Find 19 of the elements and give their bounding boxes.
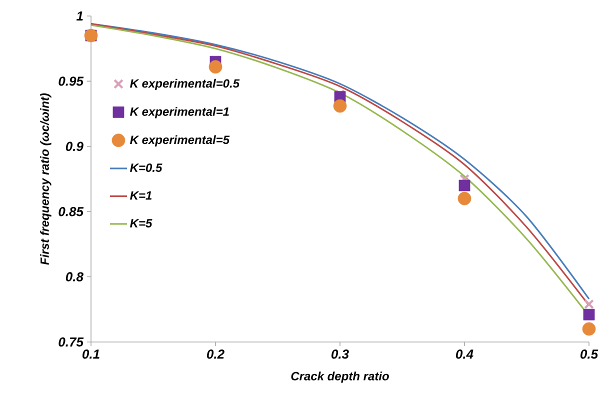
x-tick-label: 0.2	[207, 350, 224, 359]
legend-label: K=5	[130, 219, 152, 228]
x-axis-title: Crack depth ratio	[291, 372, 389, 383]
legend-label: K=1	[130, 191, 152, 200]
y-tick-label: 0.85	[58, 206, 84, 216]
y-tick-label: 0.95	[58, 76, 84, 86]
y-tick-label: 0.9	[66, 142, 84, 151]
legend-label: K experimental=1	[130, 107, 229, 118]
y-axis-title: First frequency ratio (ωc/ωint)	[40, 93, 52, 265]
y-tick-label: 1	[76, 12, 83, 20]
legend-label: K=0.5	[130, 163, 162, 172]
x-tick-label: 0.4	[456, 350, 474, 359]
x-tick-label: 0.1	[82, 350, 100, 359]
x-tick-label: 0.3	[332, 350, 349, 359]
legend-label: K experimental=0.5	[130, 78, 240, 90]
y-tick-label: 0.75	[58, 337, 84, 347]
y-tick-label: 0.8	[66, 272, 84, 282]
x-tick-label: 0.5	[580, 350, 598, 359]
legend-label: K experimental=5	[130, 135, 230, 146]
